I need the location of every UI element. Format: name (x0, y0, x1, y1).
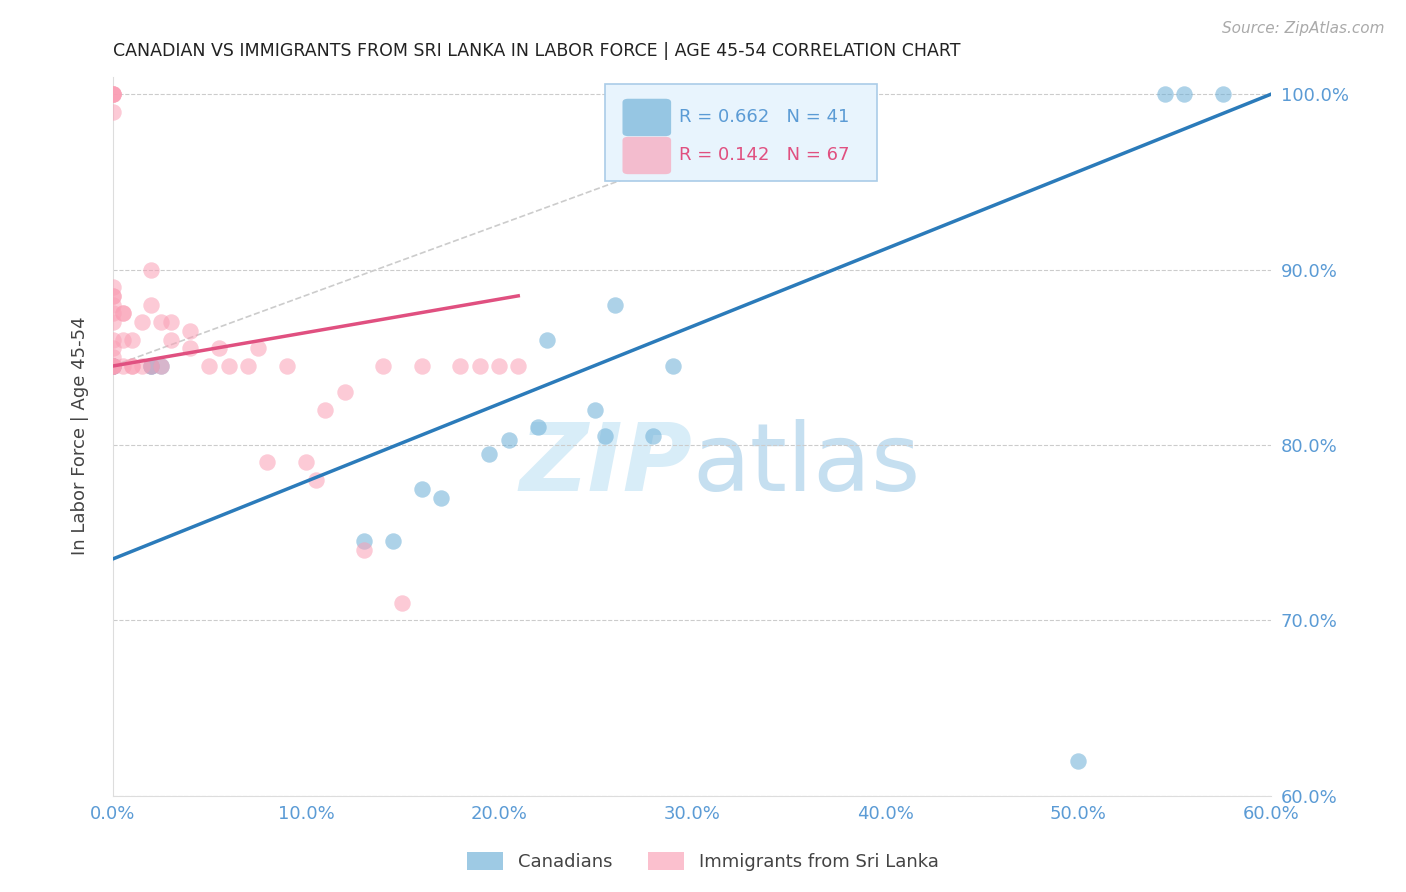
Point (101, 359, 124, 373)
Point (314, 402, 336, 417)
Point (498, 433, 520, 447)
Text: ZIP: ZIP (519, 419, 692, 511)
Point (720, 87, 742, 102)
Point (121, 333, 143, 347)
Point (536, 333, 558, 347)
Point (101, 298, 124, 312)
Text: atlas: atlas (692, 419, 920, 511)
Point (159, 333, 181, 347)
Point (141, 359, 163, 373)
Point (218, 359, 240, 373)
FancyBboxPatch shape (623, 136, 671, 174)
Text: R = 0.142   N = 67: R = 0.142 N = 67 (679, 146, 849, 164)
Point (585, 402, 607, 417)
Point (141, 298, 163, 312)
Point (371, 359, 394, 373)
Point (661, 359, 683, 373)
Point (141, 262, 163, 277)
Point (179, 324, 201, 338)
Point (111, 333, 134, 347)
Point (353, 543, 375, 558)
Point (478, 447, 501, 461)
Point (700, 87, 723, 102)
Point (101, 87, 124, 102)
Point (391, 596, 413, 610)
Point (101, 359, 124, 373)
Point (111, 306, 134, 320)
Point (101, 342, 124, 356)
Point (710, 87, 733, 102)
Point (526, 420, 548, 434)
Point (101, 87, 124, 102)
Point (720, 87, 742, 102)
Text: R = 0.662   N = 41: R = 0.662 N = 41 (679, 109, 849, 127)
Point (101, 306, 124, 320)
Point (208, 342, 231, 356)
Point (101, 289, 124, 303)
FancyBboxPatch shape (623, 99, 671, 136)
Point (738, 104, 761, 119)
Point (131, 359, 153, 373)
Point (1154, 87, 1177, 102)
Point (111, 306, 134, 320)
Point (101, 359, 124, 373)
Point (643, 429, 665, 443)
Text: Source: ZipAtlas.com: Source: ZipAtlas.com (1222, 21, 1385, 36)
Point (748, 104, 770, 119)
FancyBboxPatch shape (605, 84, 877, 181)
Point (101, 350, 124, 364)
Point (150, 359, 173, 373)
Point (690, 87, 713, 102)
Point (198, 359, 221, 373)
Point (411, 482, 433, 496)
Point (246, 342, 269, 356)
Point (141, 359, 163, 373)
Point (179, 342, 201, 356)
Point (101, 359, 124, 373)
Point (101, 280, 124, 294)
Point (101, 87, 124, 102)
Point (256, 455, 278, 469)
Point (381, 534, 404, 549)
Point (150, 315, 173, 329)
Point (430, 491, 453, 505)
Point (150, 359, 173, 373)
Point (101, 315, 124, 329)
Point (295, 455, 318, 469)
Text: CANADIAN VS IMMIGRANTS FROM SRI LANKA IN LABOR FORCE | AGE 45-54 CORRELATION CHA: CANADIAN VS IMMIGRANTS FROM SRI LANKA IN… (112, 42, 960, 60)
Point (159, 315, 181, 329)
Point (101, 359, 124, 373)
Point (101, 359, 124, 373)
Point (710, 87, 733, 102)
Point (1173, 87, 1195, 102)
Point (111, 359, 134, 373)
Point (101, 289, 124, 303)
Point (121, 359, 143, 373)
Point (333, 385, 356, 400)
Point (710, 87, 733, 102)
Point (468, 359, 491, 373)
Point (353, 534, 375, 549)
Point (101, 104, 124, 119)
Point (141, 359, 163, 373)
Y-axis label: In Labor Force | Age 45-54: In Labor Force | Age 45-54 (72, 317, 89, 556)
Point (1212, 87, 1234, 102)
Point (131, 315, 153, 329)
Point (121, 359, 143, 373)
Point (304, 473, 326, 487)
Point (101, 359, 124, 373)
Point (449, 359, 471, 373)
Point (508, 359, 530, 373)
Point (276, 359, 298, 373)
Point (101, 333, 124, 347)
Point (236, 359, 259, 373)
Point (101, 87, 124, 102)
Point (1067, 754, 1090, 768)
Point (593, 429, 616, 443)
Point (411, 359, 433, 373)
Point (488, 359, 510, 373)
Point (603, 298, 626, 312)
Legend: Canadians, Immigrants from Sri Lanka: Canadians, Immigrants from Sri Lanka (460, 845, 946, 879)
Point (748, 104, 770, 119)
